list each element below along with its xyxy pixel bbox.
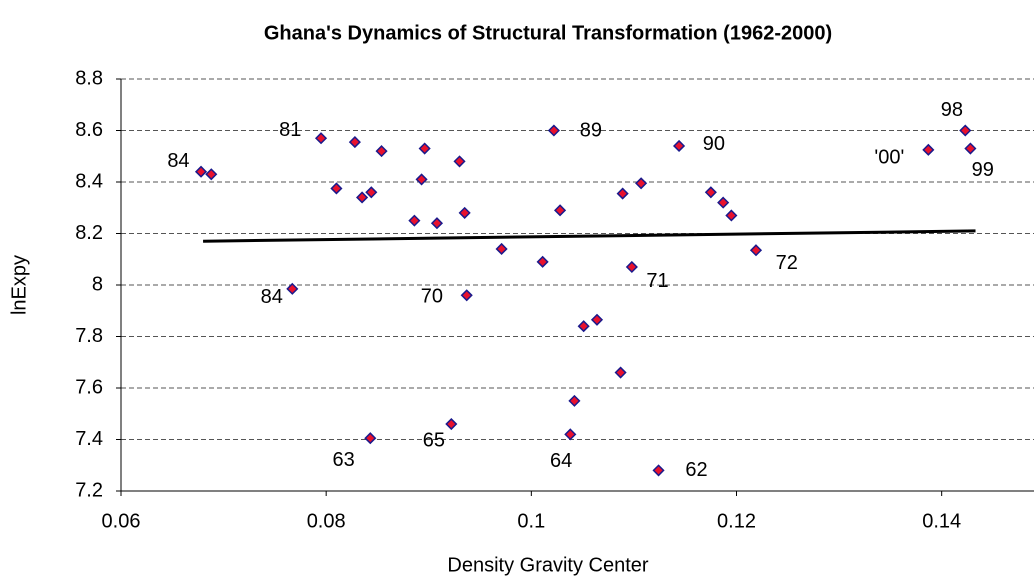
point — [635, 177, 648, 190]
x-tick-label: 0.1 — [517, 510, 545, 532]
point — [430, 217, 444, 230]
point — [568, 394, 581, 407]
annotation: 81 — [279, 119, 301, 141]
y-tick-label: 7.6 — [75, 376, 103, 398]
point — [415, 173, 428, 186]
point — [749, 244, 763, 257]
y-tick-label: 7.8 — [75, 325, 103, 347]
point — [672, 139, 686, 153]
x-tick-label: 0.06 — [102, 510, 141, 532]
point — [418, 142, 431, 155]
point — [964, 142, 977, 155]
annotation: 98 — [941, 99, 963, 121]
point — [922, 143, 935, 156]
point — [330, 182, 343, 195]
point — [625, 260, 638, 274]
point — [495, 242, 508, 256]
y-tick-label: 8.2 — [75, 222, 103, 244]
annotation: 63 — [332, 449, 354, 471]
annotation: 71 — [646, 270, 668, 292]
annotation: 70 — [421, 285, 443, 307]
annotation: 72 — [776, 252, 798, 274]
point — [725, 209, 738, 222]
point — [365, 186, 378, 199]
point — [564, 428, 577, 441]
point — [205, 168, 218, 181]
point — [554, 204, 567, 217]
y-tick-label: 7.2 — [75, 479, 103, 501]
annotation: 84 — [167, 150, 189, 172]
point — [704, 186, 717, 199]
annotation: 90 — [703, 133, 725, 155]
trend-line — [203, 229, 976, 243]
point — [356, 191, 369, 204]
point — [348, 136, 361, 149]
point — [286, 282, 299, 295]
point — [194, 165, 208, 178]
annotation: 89 — [580, 119, 602, 141]
point — [959, 124, 972, 137]
y-tick-label: 8.6 — [75, 119, 103, 141]
y-tick-label: 8.4 — [75, 170, 103, 192]
point — [445, 417, 458, 431]
point — [453, 155, 466, 168]
y-axis-label: lnExpy — [8, 255, 30, 315]
point — [460, 289, 473, 302]
point — [614, 366, 627, 379]
annotation: 65 — [423, 429, 445, 451]
point — [616, 187, 629, 200]
annotation: 64 — [550, 450, 572, 472]
annotation: '00' — [874, 146, 904, 168]
annotation: 84 — [261, 286, 283, 308]
point — [547, 124, 560, 137]
x-tick-label: 0.14 — [922, 510, 961, 532]
point — [458, 206, 471, 219]
x-tick-label: 0.08 — [307, 510, 346, 532]
point — [364, 432, 377, 445]
annotation: 62 — [685, 459, 707, 481]
y-tick-label: 8.8 — [75, 67, 103, 89]
chart-title: Ghana's Dynamics of Structural Transform… — [264, 22, 832, 44]
point — [652, 464, 665, 477]
point — [577, 320, 590, 333]
y-tick-label: 7.4 — [75, 428, 103, 450]
point — [536, 255, 549, 268]
y-tick-label: 8 — [92, 273, 103, 295]
x-axis-label: Density Gravity Center — [447, 554, 649, 576]
annotation: 99 — [972, 159, 994, 181]
point — [375, 145, 388, 158]
point — [314, 132, 328, 145]
point — [590, 313, 604, 326]
point — [717, 196, 730, 209]
point — [408, 214, 421, 227]
x-tick-label: 0.12 — [717, 510, 756, 532]
